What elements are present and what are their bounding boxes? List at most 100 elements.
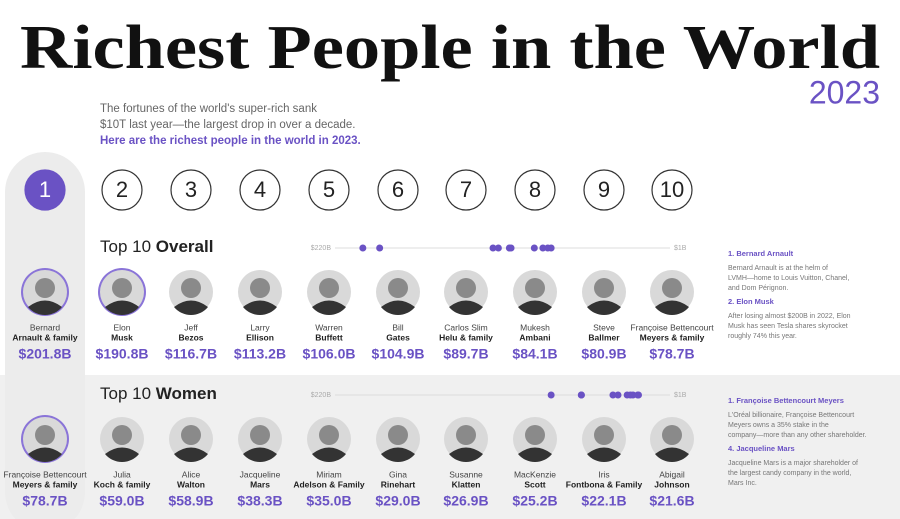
person-first-name: Steve [593,322,615,332]
rank-number: 2 [116,177,128,202]
net-worth: $59.0B [99,493,144,509]
photo-head [35,425,55,445]
person-first-name: Larry [250,322,270,332]
net-worth: $78.7B [22,493,67,509]
photo-head [35,278,55,298]
person-last-name: Musk [111,332,133,342]
person-first-name: Miriam [316,469,342,479]
note-title: 1. Françoise Bettencourt Meyers [728,396,844,405]
worth-dot [359,244,367,252]
photo-head [525,278,545,298]
net-worth: $201.8B [19,346,72,362]
person-first-name: Mukesh [520,322,550,332]
photo-shoulders [174,447,208,463]
rank-circle [101,169,143,211]
section-title-regular: Top 10 [100,237,156,256]
net-worth: $38.3B [237,493,282,509]
photo-head [662,278,682,298]
person-first-name: Jacqueline [240,469,281,479]
section-title-bold: Overall [156,237,214,256]
scale-label: $1B [674,392,687,399]
title: Richest People in the World [20,14,880,82]
note-text: and Dom Pérignon. [728,285,788,292]
net-worth: $84.1B [512,346,557,362]
photo-head [319,425,339,445]
person-first-name: MacKenzie [514,469,556,479]
person-last-name: Rinehart [381,479,416,489]
person-first-name: Julia [113,469,131,479]
rank-circle [170,169,212,211]
net-worth: $190.8B [96,346,149,362]
person-first-name: Susanne [449,469,483,479]
scale-label: $220B [311,392,332,399]
person-first-name: Bernard [30,322,61,332]
photo-shoulders [174,300,208,316]
note-text: Jacqueline Mars is a major shareholder o… [728,460,858,467]
photo-shoulders [587,447,621,463]
note-text: After losing almost $200B in 2022, Elon [728,313,851,320]
photo-shoulders [449,447,483,463]
rank-circle [308,169,350,211]
highlight: Here are the richest people in the world… [100,135,361,147]
photo-shoulders [655,300,689,316]
person-last-name: Walton [177,479,205,489]
photo-shoulders [28,300,62,316]
photo-shoulders [243,300,277,316]
rank-circle [651,169,693,211]
section-title: Top 10 Women [100,384,217,403]
net-worth: $104.9B [372,346,425,362]
note-text: Mars Inc. [728,480,757,487]
photo-shoulders [655,447,689,463]
photo-head [456,425,476,445]
person-first-name: Françoise Bettencourt [630,322,714,332]
net-worth: $21.6B [649,493,694,509]
person-first-name: Bill [392,322,403,332]
photo-shoulders [105,447,139,463]
person-first-name: Elon [113,322,130,332]
person-last-name: Bezos [178,332,203,342]
rank-circle [583,169,625,211]
person-last-name: Adelson & Family [293,479,365,489]
year: 2023 [809,74,880,110]
person-first-name: Iris [598,469,609,479]
note-text: roughly 74% this year. [728,333,797,340]
net-worth: $25.2B [512,493,557,509]
photo-head [388,425,408,445]
person-last-name: Arnault & family [12,332,77,342]
photo-head [662,425,682,445]
rank-number: 6 [392,177,404,202]
description: $10T last year—the largest drop in over … [100,119,356,131]
section-title: Top 10 Overall [100,237,213,256]
person-last-name: Ballmer [588,332,620,342]
person-last-name: Buffett [315,332,343,342]
net-worth: $58.9B [168,493,213,509]
rank-circle [377,169,419,211]
rank-circle [445,169,487,211]
note-text: the largest candy company in the world, [728,470,851,477]
person-last-name: Johnson [654,479,689,489]
worth-dot [614,391,622,399]
person-first-name: Abigail [659,469,685,479]
person-first-name: Carlos Slim [444,322,487,332]
worth-dot [376,244,384,252]
note-text: company—more than any other shareholder. [728,432,867,439]
rank-number: 5 [323,177,335,202]
photo-head [319,278,339,298]
worth-dot [539,244,547,252]
description: The fortunes of the world's super-rich s… [100,103,317,115]
worth-dot [494,244,502,252]
rank-number: 3 [185,177,197,202]
note-title: 2. Elon Musk [728,297,775,306]
photo-head [250,425,270,445]
net-worth: $113.2B [234,346,286,362]
worth-dot [489,244,497,252]
worth-dot [609,391,617,399]
note-text: LVMH—home to Louis Vuitton, Chanel, [728,275,849,282]
rank-number: 7 [460,177,472,202]
rank-circle [239,169,281,211]
photo-shoulders [105,300,139,316]
note-title: 1. Bernard Arnault [728,249,794,258]
rank-number: 8 [529,177,541,202]
person-first-name: Jeff [184,322,198,332]
photo-head [181,278,201,298]
